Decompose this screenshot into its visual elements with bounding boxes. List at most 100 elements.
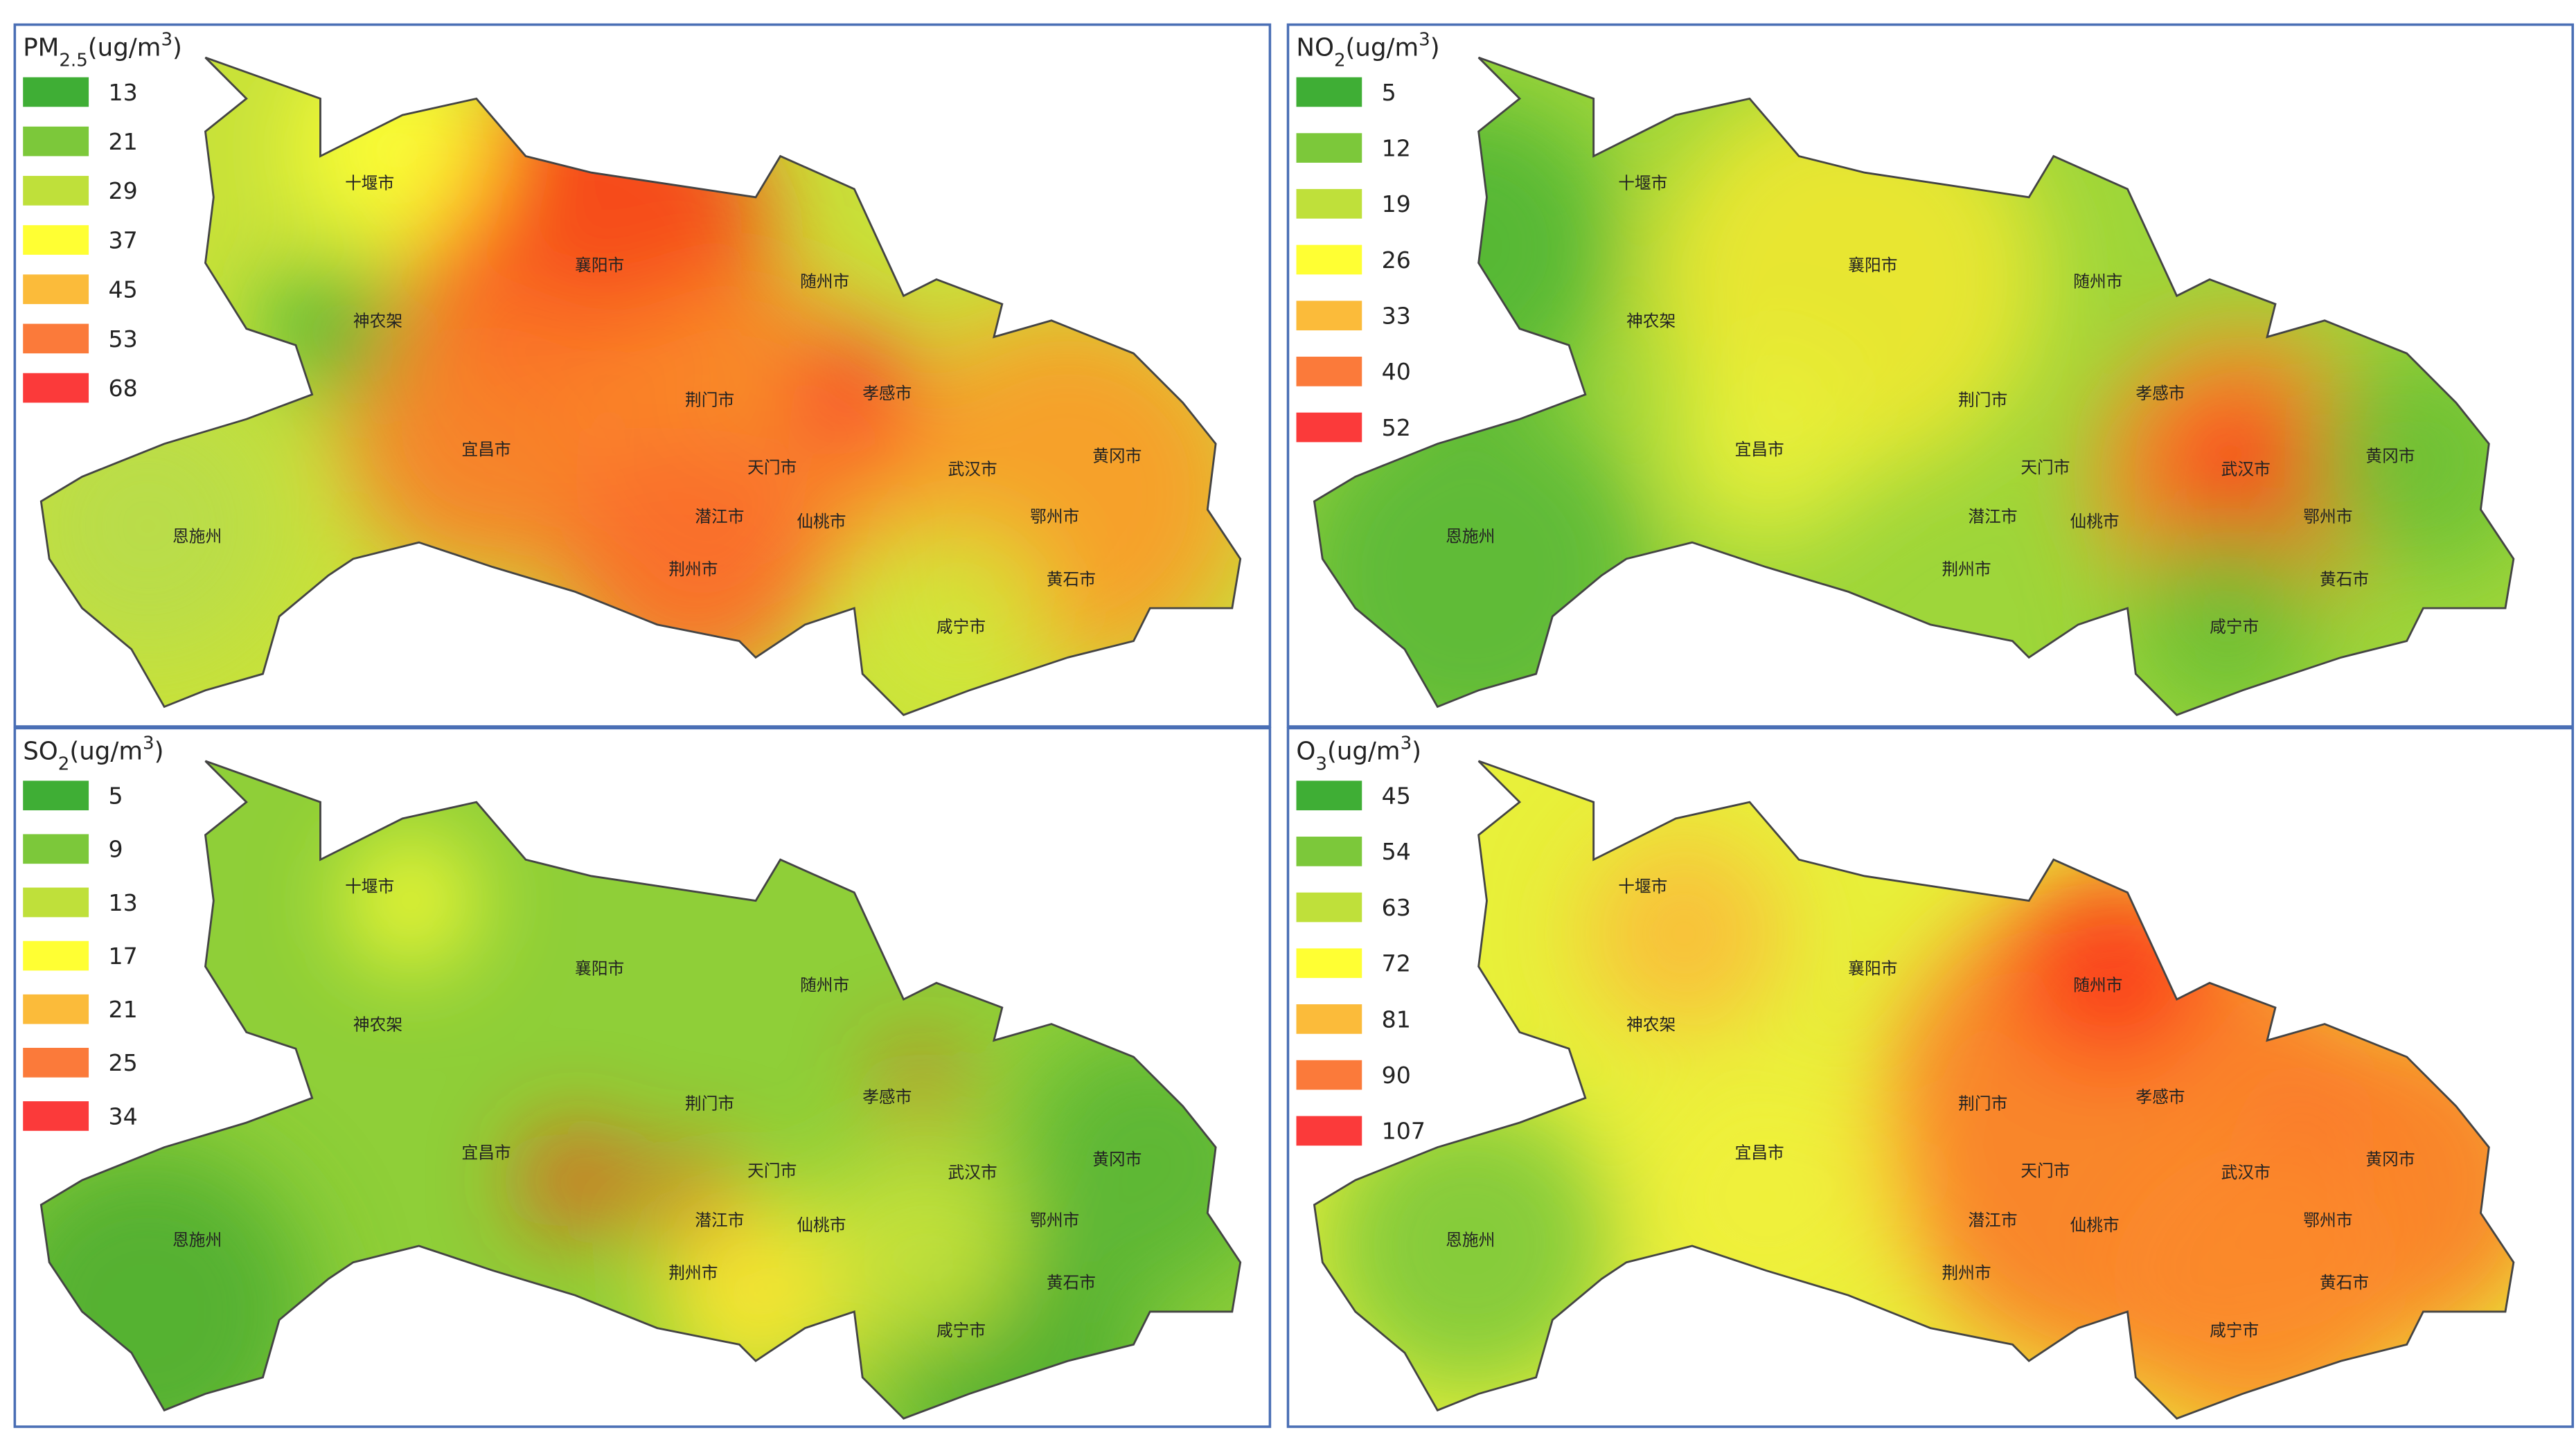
city-label: 武汉市	[948, 1163, 997, 1182]
city-label: 神农架	[1626, 312, 1676, 331]
legend-label: 26	[1382, 247, 1411, 274]
city-label: 荆州市	[1942, 1263, 1991, 1283]
city-label: 天门市	[747, 458, 797, 477]
panel-frame	[13, 23, 1272, 728]
city-label: 潜江市	[1968, 507, 2017, 526]
legend-label: 34	[109, 1103, 138, 1130]
city-label: 随州市	[2073, 272, 2122, 292]
province-border	[39, 56, 1242, 717]
heat-spot	[648, 1155, 731, 1238]
city-label: 天门市	[2020, 1161, 2070, 1181]
legend-label: 21	[109, 128, 138, 155]
city-label: 潜江市	[695, 507, 744, 526]
city-label: 宜昌市	[461, 440, 510, 459]
title-part: (ug/m	[88, 34, 161, 62]
city-label: 神农架	[1626, 1015, 1676, 1034]
title-part: )	[154, 737, 164, 765]
legend-label: 52	[1382, 414, 1411, 441]
city-label: 荆州市	[668, 1263, 718, 1283]
city-label: 鄂州市	[2303, 507, 2352, 526]
legend-label: 5	[109, 783, 123, 810]
city-label: 天门市	[2020, 458, 2070, 477]
heat-spot	[854, 526, 1051, 715]
city-label: 襄阳市	[575, 959, 624, 979]
city-label: 黄石市	[1047, 1273, 1096, 1292]
legend-swatch	[1296, 301, 1362, 331]
title-part: SO	[23, 737, 58, 765]
legend-swatch	[23, 373, 89, 403]
city-label: 荆门市	[685, 391, 734, 410]
legend-swatch	[23, 274, 89, 305]
city-label: 黄冈市	[1092, 446, 1142, 465]
city-label: 襄阳市	[1848, 256, 1897, 275]
city-label: 神农架	[353, 1015, 402, 1034]
legend-label: 12	[1382, 134, 1411, 161]
city-label: 孝感市	[862, 1087, 912, 1107]
city-label: 孝感市	[2135, 384, 2185, 403]
legend-title: SO2(ug/m3)	[23, 733, 163, 774]
title-part: (ug/m	[69, 737, 143, 765]
legend-swatch	[23, 323, 89, 354]
city-label: 鄂州市	[2303, 1211, 2352, 1230]
city-label: 孝感市	[2135, 1087, 2185, 1107]
legend-title: PM2.5(ug/m3)	[23, 30, 182, 71]
title-part: 2	[1334, 51, 1346, 71]
legend-swatch	[23, 126, 89, 157]
city-label: 宜昌市	[461, 1143, 510, 1163]
title-part: 2	[58, 754, 70, 774]
map-surface	[41, 760, 1241, 1419]
legend-swatch	[23, 225, 89, 255]
title-part: PM	[23, 34, 59, 62]
city-label: 黄石市	[2320, 1273, 2369, 1292]
legend-title: O3(ug/m3)	[1296, 733, 1421, 774]
legend-label: 72	[1382, 950, 1411, 977]
legend-swatch	[1296, 948, 1362, 979]
panel-frame	[1286, 726, 2575, 1428]
city-label: 黄石市	[1047, 569, 1096, 589]
legend-label: 54	[1382, 838, 1411, 865]
legend-label: 81	[1382, 1006, 1411, 1033]
city-label: 随州市	[800, 975, 849, 995]
city-label: 恩施州	[172, 1230, 222, 1249]
city-label: 黄冈市	[1092, 1150, 1142, 1169]
legend-swatch	[1296, 892, 1362, 922]
title-part: O	[1296, 737, 1315, 765]
legend-label: 21	[109, 996, 138, 1023]
heat-spot	[821, 1147, 1019, 1345]
city-label: 天门市	[747, 1161, 797, 1181]
legend-swatch	[23, 175, 89, 206]
city-label: 仙桃市	[797, 1215, 846, 1235]
city-label: 荆门市	[685, 1094, 734, 1113]
map-surface	[41, 57, 1241, 715]
map-panel: O3(ug/m3)455463728190107十堰市神农架襄阳市随州市宜昌市荆…	[1286, 726, 2575, 1428]
legend-swatch	[1296, 77, 1362, 107]
title-part: (ug/m	[1327, 737, 1401, 765]
legend-swatch	[23, 994, 89, 1024]
city-label: 黄石市	[2320, 569, 2369, 589]
city-label: 宜昌市	[1735, 440, 1784, 459]
legend-swatch	[1296, 133, 1362, 163]
title-part: )	[1430, 34, 1440, 62]
legend-label: 13	[109, 889, 138, 916]
city-label: 恩施州	[1446, 527, 1495, 546]
legend-swatch	[1296, 1004, 1362, 1034]
heat-spot	[887, 1049, 953, 1115]
legend-label: 13	[109, 79, 138, 106]
legend-swatch	[23, 781, 89, 811]
city-label: 鄂州市	[1030, 507, 1079, 526]
city-label: 神农架	[353, 312, 402, 331]
legend-swatch	[23, 834, 89, 864]
city-label: 潜江市	[1968, 1211, 2017, 1230]
title-part: )	[172, 34, 182, 62]
city-label: 仙桃市	[2070, 1215, 2119, 1235]
legend-label: 5	[1382, 79, 1396, 106]
heat-spot	[2127, 526, 2325, 715]
city-label: 咸宁市	[936, 1321, 986, 1340]
city-label: 恩施州	[172, 527, 222, 546]
heat-spot	[2160, 394, 2325, 559]
city-label: 武汉市	[2221, 1163, 2271, 1182]
